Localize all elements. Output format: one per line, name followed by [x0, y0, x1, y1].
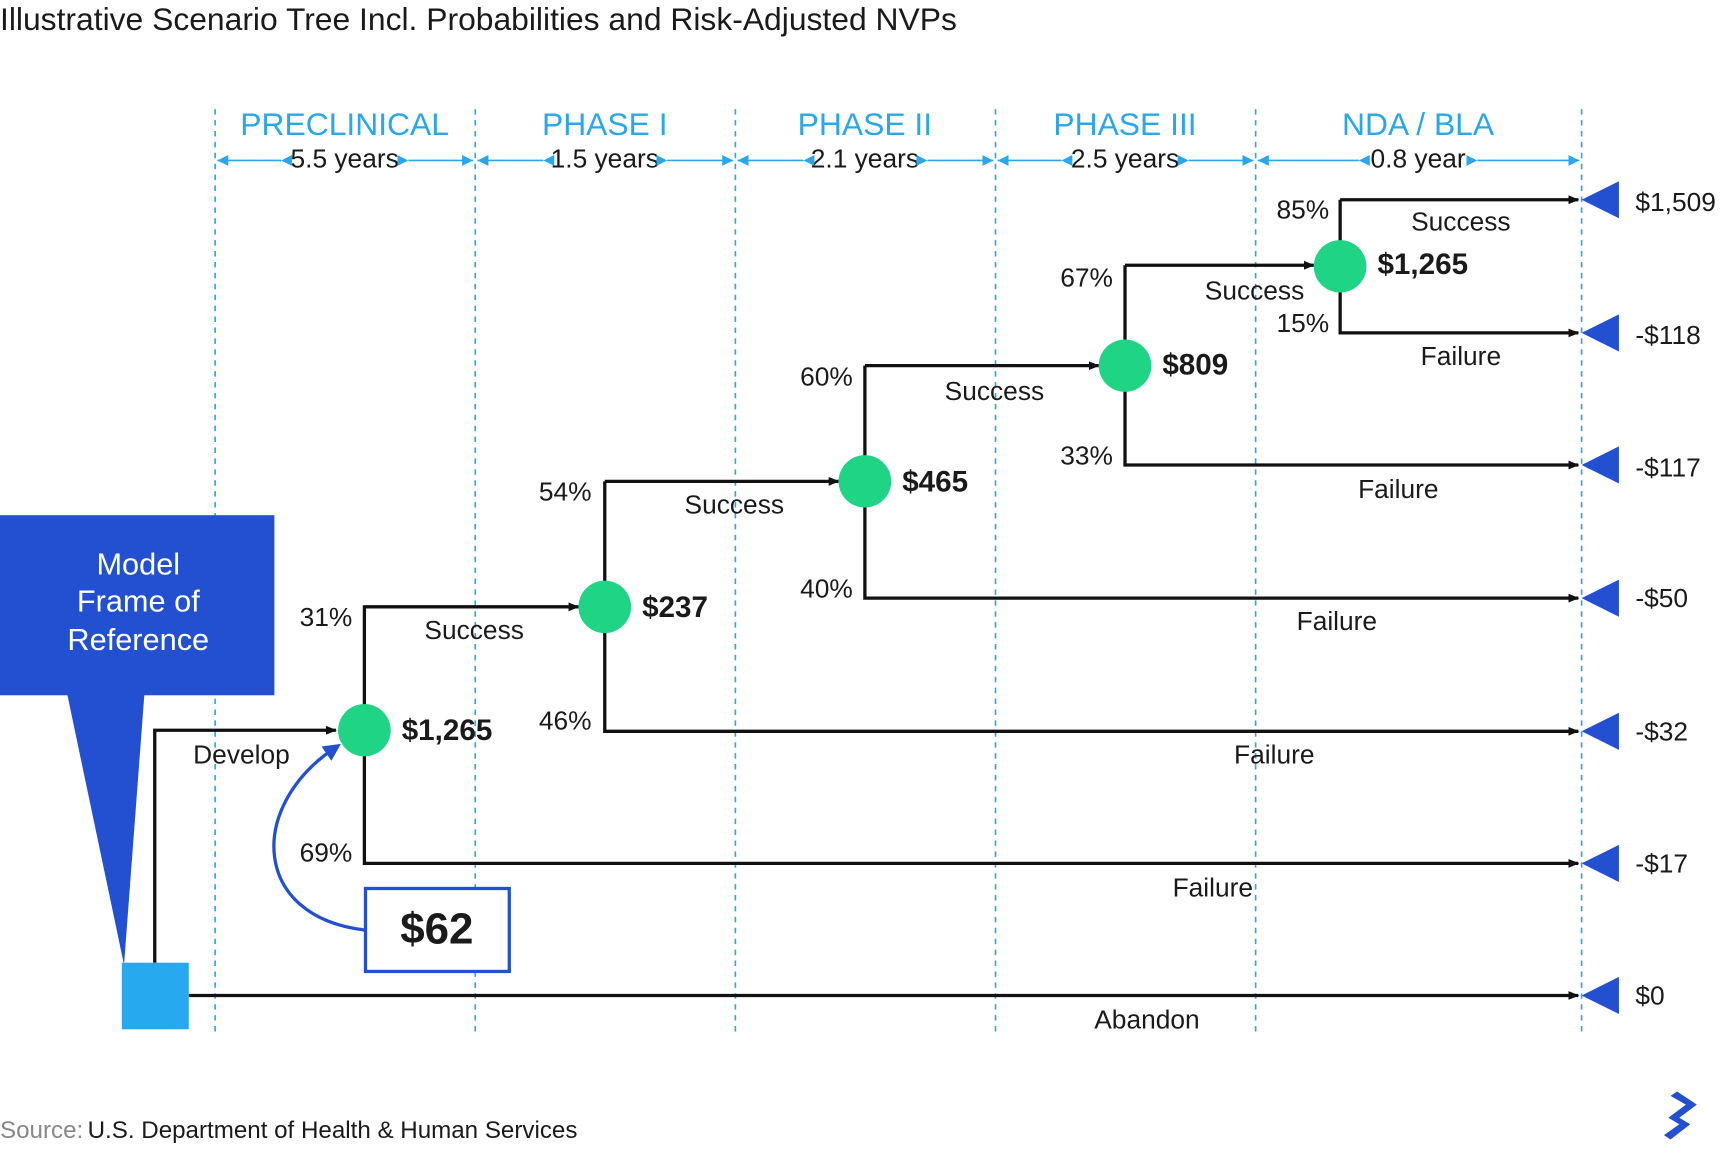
- source-prefix: Source:: [0, 1117, 83, 1144]
- probability: 33%: [1060, 440, 1113, 470]
- phase-dividers: [214, 109, 1583, 1032]
- phase-duration: 2.1 years: [811, 143, 919, 173]
- branch-label: Failure: [1297, 606, 1377, 636]
- node-value: $1,265: [1377, 248, 1468, 281]
- outcome-markers: [1581, 181, 1619, 1015]
- phase-name: PRECLINICAL: [240, 106, 449, 142]
- branch-label: Failure: [1358, 474, 1438, 504]
- node: [338, 704, 391, 757]
- node-value: $237: [642, 591, 708, 624]
- outcomes: $1,509 -$118 -$117 -$50 -$32 -$17 $0: [1635, 187, 1716, 1010]
- callout-text: Reference: [67, 623, 209, 657]
- node-value: $1,265: [402, 714, 493, 747]
- branch-label: Success: [424, 615, 523, 645]
- node: [838, 455, 892, 508]
- outcome-value: -$117: [1635, 452, 1700, 482]
- branch-label: Abandon: [1094, 1005, 1199, 1035]
- source: Source: U.S. Department of Health & Human…: [0, 1117, 577, 1144]
- outcome-value: -$118: [1635, 320, 1700, 350]
- phase-header: PRECLINICAL PHASE I PHASE II PHASE III N…: [217, 106, 1580, 173]
- phase-name: PHASE I: [542, 106, 668, 142]
- phase-duration: 1.5 years: [551, 143, 659, 173]
- probability: 67%: [1060, 262, 1113, 292]
- callout: Model Frame of Reference $62: [0, 515, 511, 1030]
- probability: 85%: [1276, 195, 1329, 225]
- branches: [153, 195, 1580, 1000]
- phase-duration: 5.5 years: [290, 143, 398, 173]
- probability: 31%: [300, 602, 353, 632]
- outcome-value: $1,509: [1635, 187, 1716, 217]
- probability: 54%: [539, 476, 592, 506]
- probability: 40%: [800, 573, 853, 603]
- outcome-value: -$50: [1635, 583, 1688, 613]
- root-node: [121, 962, 189, 1030]
- outcome-value: -$17: [1635, 849, 1688, 879]
- branch-label: Develop: [193, 739, 290, 769]
- probability: 60%: [800, 362, 853, 392]
- phase-name: PHASE II: [798, 106, 932, 142]
- logo: [1663, 1091, 1697, 1140]
- outcome-value: $0: [1635, 981, 1664, 1011]
- branch-label: Failure: [1421, 341, 1501, 371]
- probabilities: 31% 69% 54% 46% 60% 40% 67% 33% 85% 15%: [300, 195, 1330, 868]
- probability: 15%: [1276, 308, 1329, 338]
- phase-name: PHASE III: [1053, 106, 1196, 142]
- node: [1313, 240, 1367, 293]
- source-text: U.S. Department of Health & Human Servic…: [88, 1117, 578, 1144]
- title: Illustrative Scenario Tree Incl. Probabi…: [0, 1, 957, 37]
- root-value: $62: [400, 905, 473, 954]
- branch-label: Success: [945, 376, 1044, 406]
- node-value: $465: [902, 465, 968, 498]
- branch-label: Success: [685, 489, 784, 519]
- phase-duration: 0.8 year: [1371, 143, 1466, 173]
- node: [578, 580, 632, 634]
- node: [1098, 339, 1152, 392]
- branch-labels: Success Failure Success Failure Success …: [193, 207, 1510, 1035]
- phase-name: NDA / BLA: [1342, 106, 1495, 142]
- node-value: $809: [1162, 349, 1228, 382]
- chance-nodes: $1,265 $237 $465 $809 $1,265: [338, 240, 1468, 757]
- probability: 46%: [539, 706, 592, 736]
- callout-text: Model: [96, 548, 180, 582]
- outcome-value: -$32: [1635, 716, 1688, 746]
- branch-label: Failure: [1234, 739, 1314, 769]
- phase-duration: 2.5 years: [1071, 143, 1179, 173]
- branch-label: Success: [1411, 207, 1510, 237]
- branch-label: Failure: [1173, 873, 1253, 903]
- probability: 69%: [300, 838, 353, 868]
- branch-label: Success: [1205, 276, 1304, 306]
- callout-text: Frame of: [77, 585, 200, 619]
